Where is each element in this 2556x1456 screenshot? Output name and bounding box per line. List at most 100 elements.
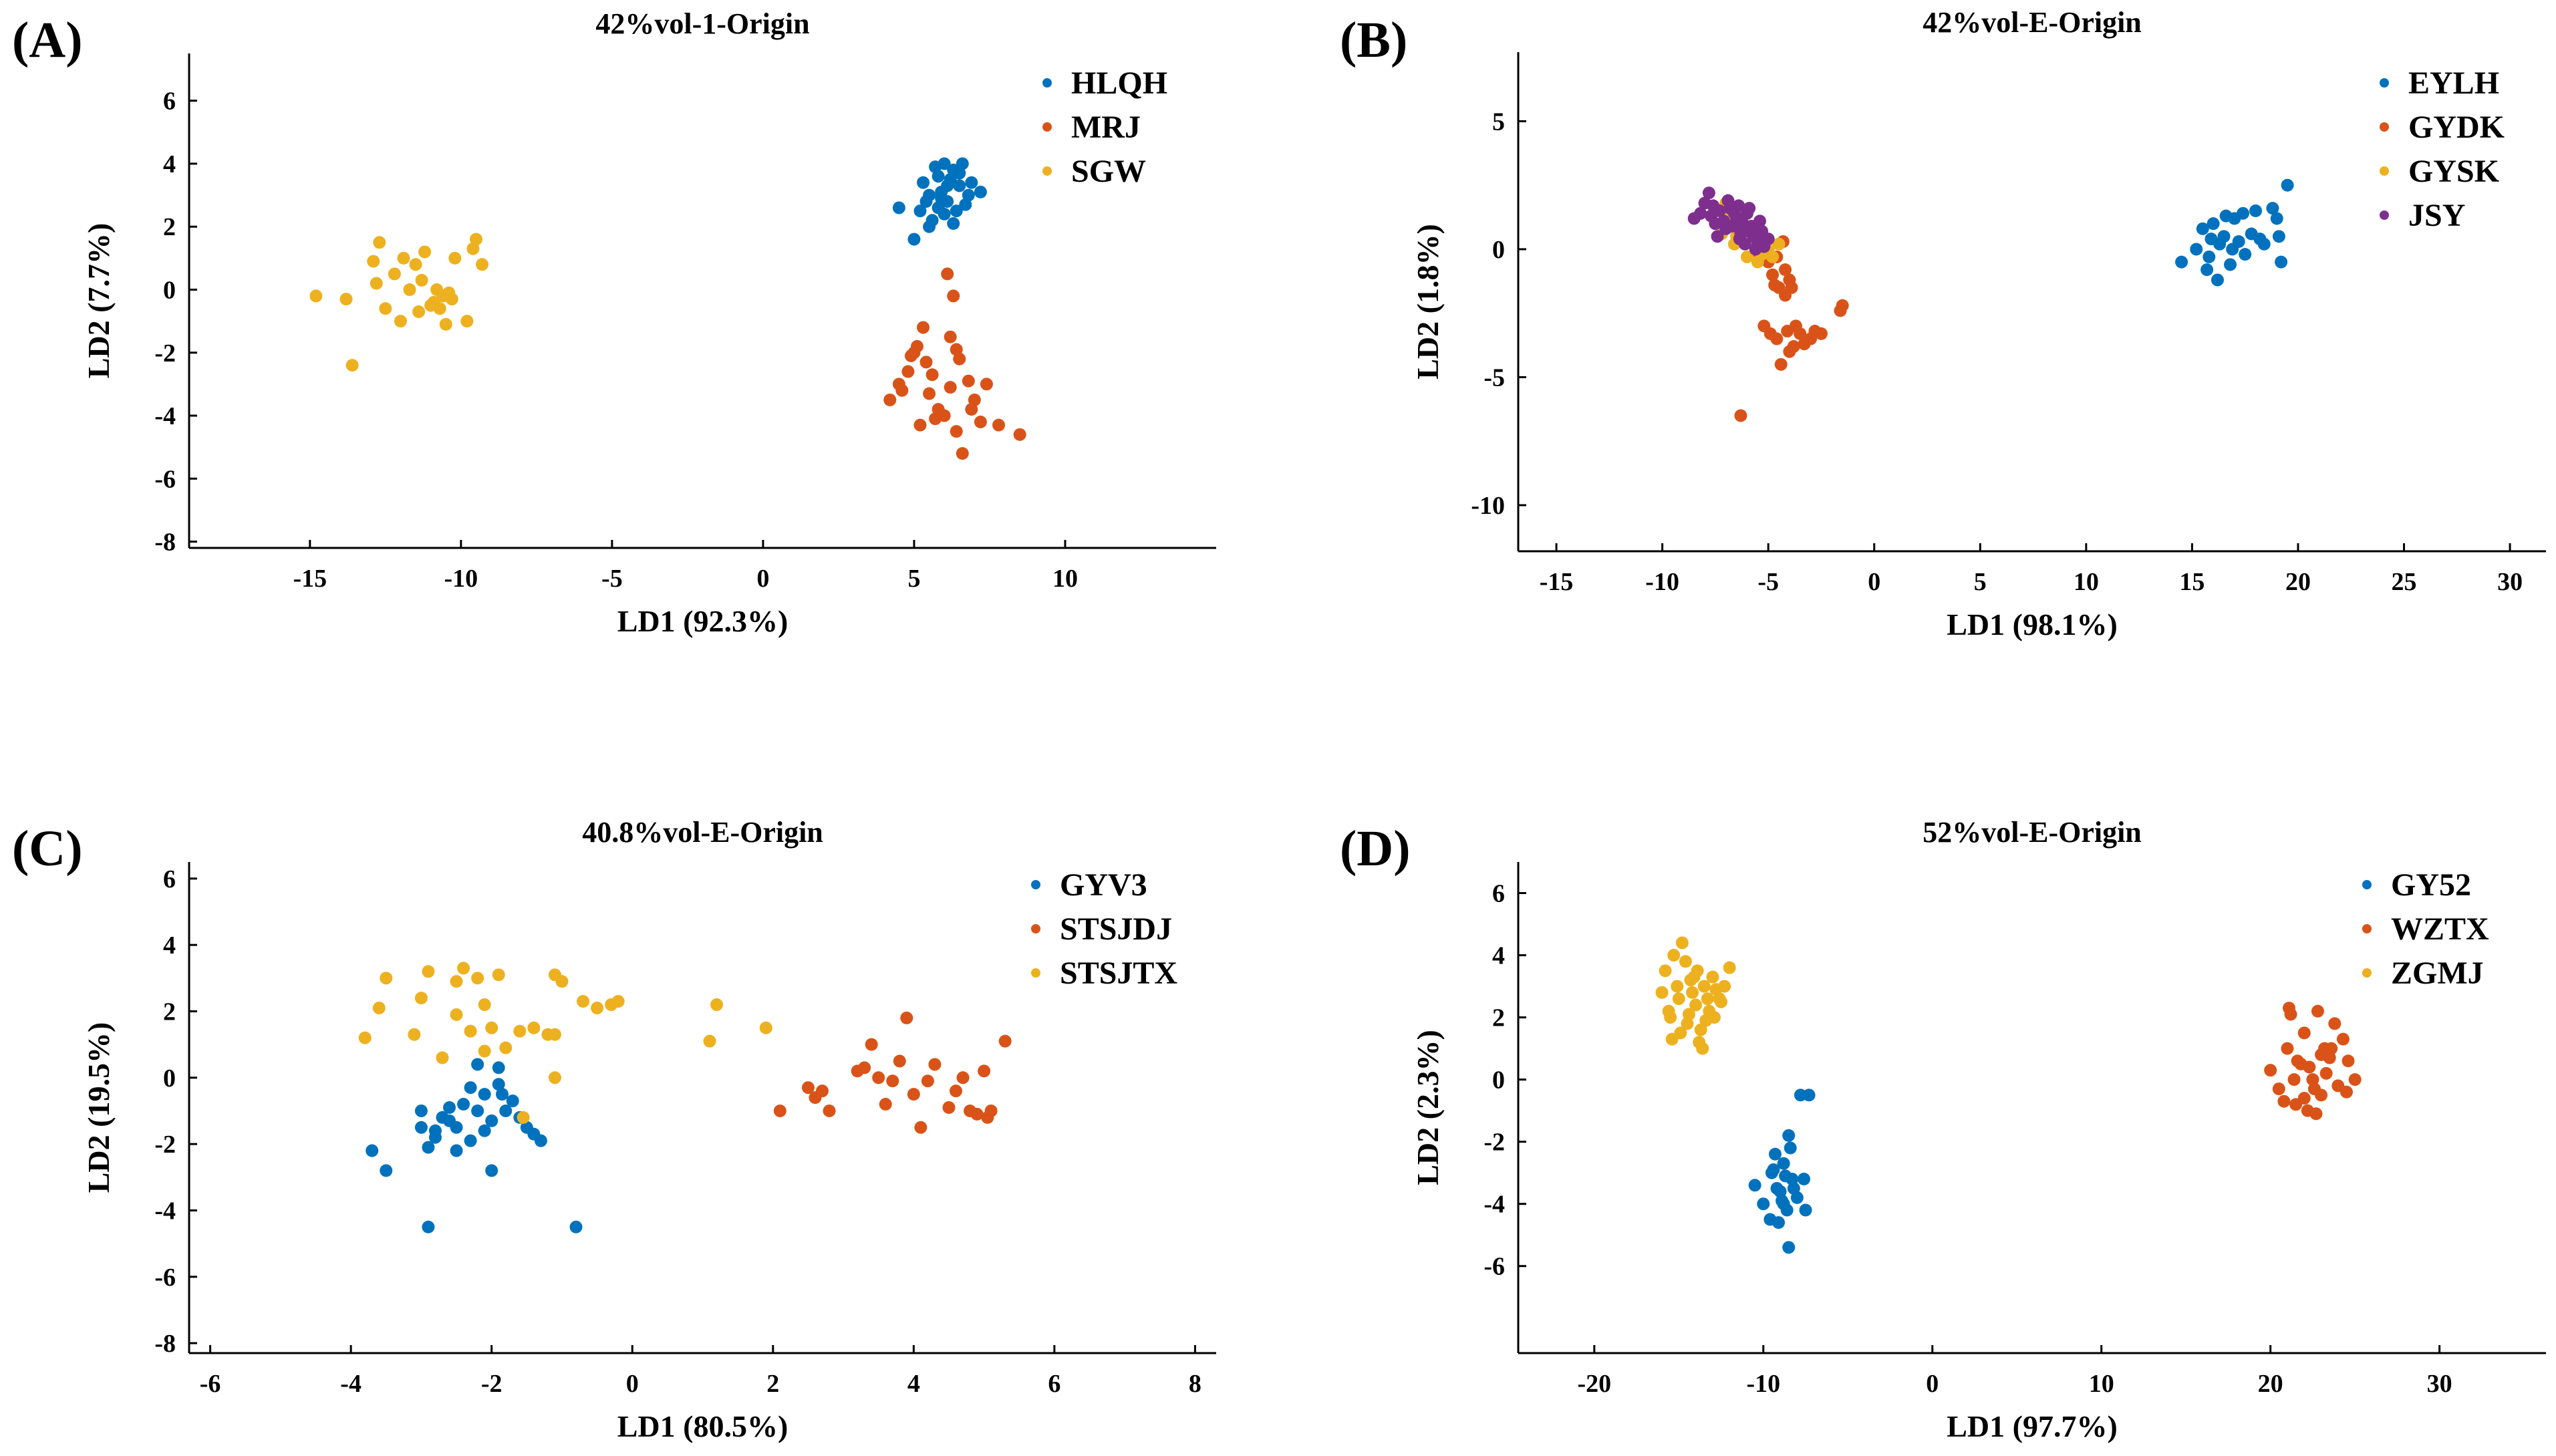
legend-marker	[2380, 122, 2389, 132]
x-tick-label: -5	[601, 565, 623, 593]
data-point	[2272, 230, 2285, 243]
data-point	[492, 1078, 505, 1091]
data-point	[2196, 222, 2209, 235]
data-point	[895, 384, 909, 397]
data-point	[1740, 250, 1753, 263]
data-point	[1687, 970, 1701, 984]
data-point	[703, 1034, 716, 1048]
y-axis-label: LD2 (1.8%)	[1411, 224, 1445, 380]
legend-marker	[2380, 166, 2389, 176]
x-tick-label: 8	[1189, 1370, 1201, 1398]
x-tick-label: -6	[200, 1370, 221, 1398]
data-point	[1013, 428, 1026, 441]
x-tick-label: 0	[1926, 1370, 1939, 1398]
data-point	[1671, 980, 1684, 993]
data-point	[959, 198, 972, 211]
data-point	[865, 1038, 878, 1051]
y-tick-label: 5	[1492, 108, 1505, 136]
data-point	[1789, 319, 1802, 333]
data-point	[1734, 409, 1747, 422]
series-stsjdj	[773, 1011, 1012, 1134]
data-point	[974, 415, 987, 428]
data-point	[923, 220, 936, 233]
data-point	[1705, 209, 1718, 223]
data-point	[992, 418, 1006, 432]
data-point	[893, 1054, 906, 1068]
data-point	[506, 1095, 519, 1108]
data-point	[941, 267, 954, 281]
x-tick-label: 5	[1974, 568, 1987, 596]
data-point	[422, 1141, 435, 1154]
data-point	[379, 302, 392, 315]
data-point	[1723, 961, 1736, 974]
data-point	[1783, 345, 1796, 358]
legend-marker	[1031, 924, 1040, 933]
data-point	[879, 1098, 892, 1111]
data-point	[527, 1021, 541, 1034]
chart-panel-a: (A) 42%vol-1-Origin -15 -10 -5 0 5 10 -8 -6 -4 -2 0 2…	[12, 7, 1216, 638]
data-point	[2277, 1095, 2291, 1108]
legend-entry: MRJ	[1071, 110, 1141, 145]
x-axis-label: LD1 (98.1%)	[1947, 607, 2118, 641]
x-axis-label: LD1 (97.7%)	[1947, 1409, 2118, 1443]
data-point	[2237, 206, 2250, 220]
panel-label: (A)	[12, 12, 83, 68]
data-point	[499, 1104, 513, 1117]
data-point	[1768, 279, 1782, 292]
data-point	[1707, 1011, 1721, 1024]
x-tick-label: 10	[2074, 568, 2099, 596]
y-tick-label: 0	[1492, 236, 1505, 264]
data-point	[2297, 1026, 2311, 1040]
data-point	[2253, 233, 2267, 246]
data-point	[1802, 1088, 1816, 1102]
data-point	[2190, 243, 2203, 256]
data-point	[2264, 1064, 2277, 1077]
data-point	[1782, 1129, 1796, 1142]
data-point	[2275, 255, 2288, 269]
data-point	[941, 179, 954, 192]
y-tick-label: -2	[1483, 1129, 1505, 1157]
data-point	[345, 359, 359, 372]
data-point	[464, 1024, 477, 1038]
data-point	[2224, 258, 2237, 271]
chart-panel-c: (C) 40.8%vol-E-Origin -6 -4 -2 0 2 4 6 8 -8 -6 -4 -2 0…	[12, 816, 1216, 1443]
data-point	[394, 315, 407, 328]
data-point	[2281, 1042, 2294, 1055]
data-point	[942, 1101, 956, 1114]
data-point	[2303, 1060, 2316, 1074]
y-tick-label: -4	[154, 402, 176, 430]
data-point	[475, 258, 488, 271]
data-point	[950, 204, 963, 218]
data-point	[1766, 268, 1780, 281]
chart-panel-d: (D) 52%vol-E-Origin-20 -10 0 10 20 30-6-4-2024…	[1340, 816, 2546, 1443]
legend-marker	[1031, 880, 1040, 889]
y-tick-label: -4	[1483, 1191, 1505, 1219]
x-tick-label: 5	[907, 565, 920, 593]
x-tick-label: 30	[2497, 568, 2523, 596]
data-point	[443, 1114, 456, 1127]
x-tick-label: 10	[2089, 1370, 2114, 1398]
legend: EYLH GYDK GYSK JSY	[2380, 65, 2505, 233]
x-tick-label: -10	[1746, 1370, 1780, 1398]
legend-entry: JSY	[2408, 198, 2465, 233]
data-point	[910, 339, 924, 353]
data-point	[2272, 1082, 2285, 1096]
data-point	[965, 176, 978, 189]
data-point	[773, 1104, 787, 1117]
data-point	[422, 965, 435, 978]
data-point	[2205, 233, 2218, 246]
y-tick-label: 4	[163, 931, 176, 960]
data-point	[2219, 209, 2233, 223]
data-point	[439, 317, 452, 331]
data-point	[978, 1064, 991, 1078]
data-point	[2341, 1054, 2355, 1068]
data-point	[944, 330, 957, 343]
legend-marker	[2380, 78, 2389, 88]
data-point	[1769, 1147, 1782, 1161]
series-gy52	[1748, 1088, 1816, 1254]
data-point	[2311, 1004, 2325, 1018]
x-tick-label: 0	[1868, 568, 1880, 596]
chart-title: 40.8%vol-E-Origin	[582, 816, 823, 849]
y-tick-label: -8	[154, 1330, 176, 1358]
data-point	[1721, 194, 1735, 207]
